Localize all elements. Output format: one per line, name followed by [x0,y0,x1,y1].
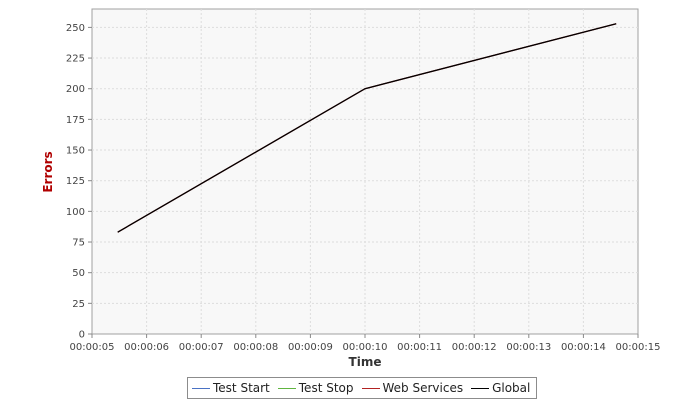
legend-item-web-services: Web Services [361,381,464,395]
legend-label-test-stop: Test Stop [298,381,354,395]
y-axis-title: Errors [41,151,55,192]
x-tick-label: 00:00:05 [70,342,115,353]
y-tick-label: 225 [66,54,85,65]
legend-label-web-services: Web Services [382,381,464,395]
x-tick-label: 00:00:12 [452,342,497,353]
legend-label-test-start: Test Start [213,381,270,395]
y-tick-label: 25 [72,299,85,310]
y-tick-label: 125 [66,176,85,187]
legend-label-global: Global [492,381,531,395]
legend-item-test-start: Test Start [192,381,270,395]
plot-area [91,8,639,335]
y-tick-label: 250 [66,23,85,34]
series-lines [117,23,617,233]
x-tick-label: 00:00:09 [288,342,333,353]
x-axis-title: Time [349,355,382,369]
x-tick-label: 00:00:11 [397,342,442,353]
legend-swatch-global [471,387,490,389]
y-tick-label: 75 [72,238,85,249]
x-tick-label: 00:00:10 [343,342,388,353]
y-tick-label: 100 [66,207,85,218]
chart-legend: Test Start Test Stop Web Services Global [187,377,538,399]
x-tick-label: 00:00:13 [506,342,551,353]
x-tick-label: 00:00:14 [561,342,606,353]
legend-swatch-web-services [361,387,380,389]
x-tick-label: 00:00:15 [616,342,661,353]
legend-swatch-test-stop [277,387,296,389]
y-tick-label: 175 [66,115,85,126]
x-tick-label: 00:00:08 [233,342,278,353]
y-tick-label: 50 [72,268,85,279]
x-tick-label: 00:00:06 [124,342,169,353]
y-tick-label: 0 [79,330,85,341]
axis-ticks: 0 25 50 75 100 125 150 175 200 225 250 00:00:05 00:0… [66,23,661,353]
legend-item-global: Global [471,381,530,395]
series-line-global [117,23,617,233]
legend-item-test-stop: Test Stop [277,381,354,395]
x-tick-label: 00:00:07 [179,342,224,353]
y-tick-label: 150 [66,146,85,157]
y-tick-label: 200 [66,84,85,95]
legend-swatch-test-start [192,387,210,389]
